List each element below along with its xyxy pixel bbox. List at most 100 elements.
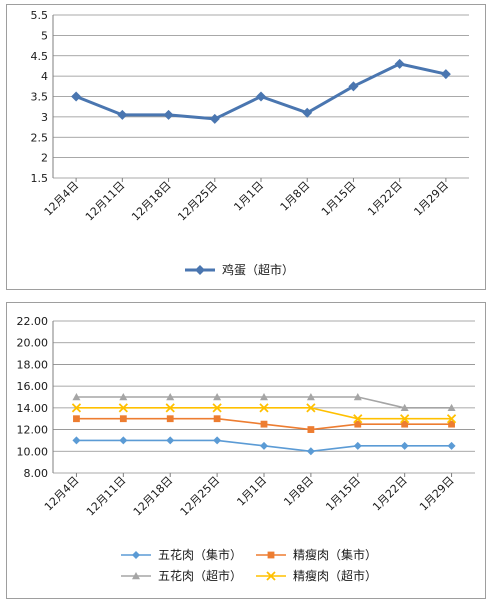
x-tick-label: 1月1日 (234, 474, 269, 509)
data-point (447, 403, 456, 412)
data-point (213, 393, 222, 401)
x-tick-label: 12月18日 (131, 474, 176, 519)
data-point (71, 91, 82, 102)
x-tick-label: 12月11日 (84, 474, 129, 519)
data-point (73, 415, 80, 423)
y-tick-label: 8.00 (24, 467, 49, 480)
y-tick-label: 14.00 (17, 402, 49, 415)
data-point (447, 441, 456, 450)
data-point (348, 81, 359, 92)
x-tick-label: 1月15日 (323, 474, 363, 514)
legend-label: 五花肉（超市） (158, 568, 242, 583)
data-point (401, 420, 409, 428)
legend-label: 精瘦肉（超市） (293, 568, 377, 583)
legend-entry: 鸡蛋（超市） (185, 262, 294, 277)
data-point (260, 420, 268, 428)
y-tick-label: 4 (41, 70, 48, 83)
y-tick-label: 2.5 (31, 131, 49, 144)
series-0 (71, 58, 451, 124)
data-point (118, 403, 128, 413)
data-point (354, 420, 362, 428)
x-tick-label: 12月25日 (178, 474, 223, 519)
data-point (400, 403, 409, 412)
data-point (306, 403, 316, 413)
data-point (72, 436, 81, 445)
data-point (302, 107, 313, 118)
legend-marker (195, 265, 205, 275)
y-tick-label: 20.00 (17, 337, 49, 350)
data-point (440, 69, 451, 80)
x-tick-label: 1月8日 (281, 474, 316, 509)
series-3 (71, 403, 457, 424)
series-line (76, 407, 452, 420)
data-point (353, 441, 362, 450)
data-point (400, 441, 409, 450)
data-point (353, 414, 363, 424)
y-tick-label: 2 (41, 152, 48, 165)
data-point (72, 393, 81, 401)
data-point (213, 415, 221, 423)
legend-label: 五花肉（集市） (158, 547, 242, 562)
y-tick-label: 5.5 (31, 9, 49, 22)
legend-entry: 精瘦肉（集市） (256, 547, 377, 562)
x-tick-label: 1月29日 (411, 179, 451, 219)
legend-entry: 五花肉（集市） (121, 547, 242, 562)
y-tick-label: 22.00 (17, 315, 49, 328)
data-point (400, 414, 410, 424)
x-tick-label: 1月22日 (365, 179, 405, 219)
data-point (166, 436, 175, 445)
data-point (394, 58, 405, 69)
data-point (209, 113, 220, 124)
legend-marker (266, 571, 276, 581)
x-tick-label: 12月18日 (129, 179, 174, 224)
legend-label: 鸡蛋（超市） (222, 262, 294, 277)
y-tick-label: 1.5 (31, 172, 49, 185)
data-point (119, 415, 127, 423)
data-point (259, 403, 269, 413)
x-tick-label: 1月22日 (370, 474, 410, 514)
series-2 (72, 393, 456, 412)
data-point (163, 109, 174, 120)
x-tick-label: 1月15日 (319, 179, 359, 219)
x-tick-label: 12月25日 (175, 179, 220, 224)
data-point (353, 393, 362, 401)
legend-entry: 精瘦肉（超市） (256, 568, 377, 583)
x-tick-label: 1月1日 (231, 179, 266, 214)
data-point (119, 393, 128, 401)
x-tick-label: 1月8日 (278, 179, 313, 214)
pork-price-chart-svg: 8.00 10.00 12.00 14.00 16.00 18.00 20.00 22.00 1… (17, 315, 475, 583)
legend-marker (267, 551, 275, 559)
legend-label: 精瘦肉（集市） (293, 547, 377, 562)
pork-price-chart: 8.00 10.00 12.00 14.00 16.00 18.00 20.00 22.00 1… (6, 302, 486, 599)
data-point (213, 436, 222, 445)
legend-marker (132, 551, 140, 559)
data-point (71, 403, 82, 413)
x-tick-label: 12月11日 (83, 179, 128, 224)
y-tick-label: 3 (41, 111, 48, 124)
data-point (260, 393, 268, 401)
data-point (119, 436, 128, 445)
legend-marker (132, 572, 140, 580)
data-point (165, 403, 175, 413)
y-tick-label: 5 (41, 29, 48, 42)
data-point (260, 441, 268, 450)
series-1 (73, 415, 455, 433)
legend-entry: 五花肉（超市） (121, 568, 242, 583)
data-point (166, 415, 174, 423)
y-tick-label: 4.5 (31, 50, 49, 63)
y-tick-label: 16.00 (17, 380, 49, 393)
series-line (75, 62, 447, 121)
y-tick-label: 18.00 (17, 358, 49, 371)
data-point (446, 414, 457, 424)
data-point (166, 393, 175, 401)
data-point (306, 393, 315, 401)
data-point (306, 447, 315, 456)
y-tick-label: 3.5 (31, 91, 49, 104)
data-point (212, 403, 222, 413)
data-point (117, 109, 128, 120)
egg-price-chart: 1.5 2 2.5 3 3.5 4 4.5 5 5.5 12月4日 12月11日 12月18日 12月2… (6, 4, 486, 290)
x-tick-label: 1月29日 (417, 474, 457, 514)
data-point (307, 426, 315, 433)
y-tick-label: 10.00 (17, 445, 49, 458)
